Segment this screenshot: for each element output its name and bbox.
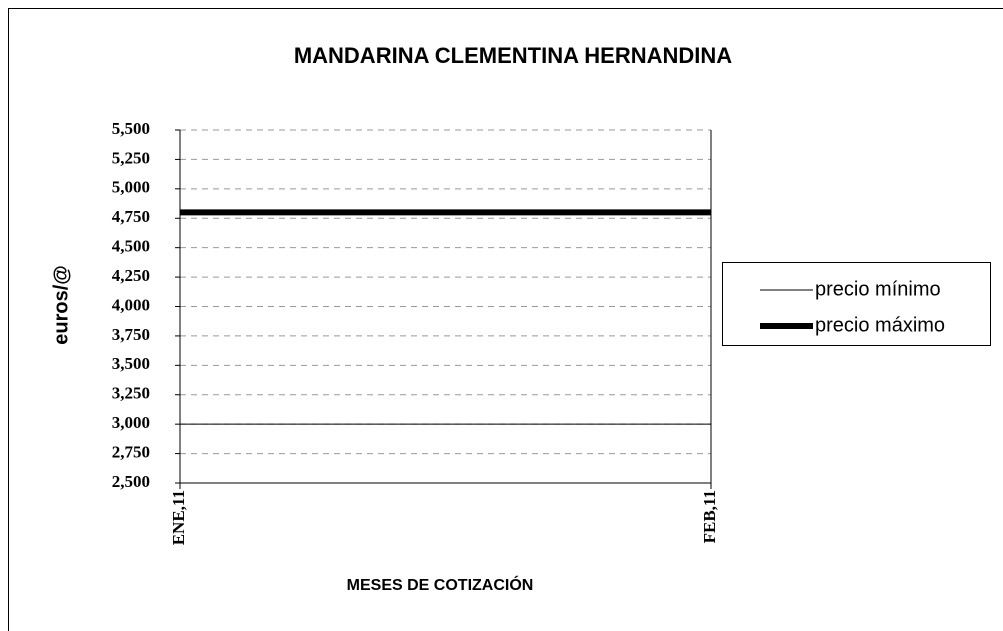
legend	[722, 262, 991, 346]
y-tick-label: 4,250	[112, 266, 150, 285]
y-tick-label: 2,500	[112, 472, 150, 491]
y-tick-label: 2,750	[112, 442, 150, 461]
y-tick-label: 4,750	[112, 207, 150, 226]
y-tick-label: 3,250	[112, 384, 150, 403]
y-tick-label: 3,500	[112, 354, 150, 373]
legend-label: precio mínimo	[815, 278, 941, 300]
legend-label: precio máximo	[815, 314, 945, 336]
y-tick-label: 4,500	[112, 237, 150, 256]
y-tick-label: 4,000	[112, 295, 150, 314]
y-tick-label: 3,000	[112, 413, 150, 432]
y-axis-title: euros/@	[50, 265, 72, 345]
y-tick-label: 5,500	[112, 119, 150, 138]
y-tick-label: 5,000	[112, 178, 150, 197]
x-axis-title: MESES DE COTIZACIÓN	[347, 575, 534, 594]
x-tick-label: ENE,11	[169, 490, 188, 545]
chart-title: MANDARINA CLEMENTINA HERNANDINA	[294, 43, 732, 68]
x-tick-label: FEB,11	[700, 490, 719, 543]
y-tick-label: 5,250	[112, 148, 150, 167]
y-tick-label: 3,750	[112, 325, 150, 344]
